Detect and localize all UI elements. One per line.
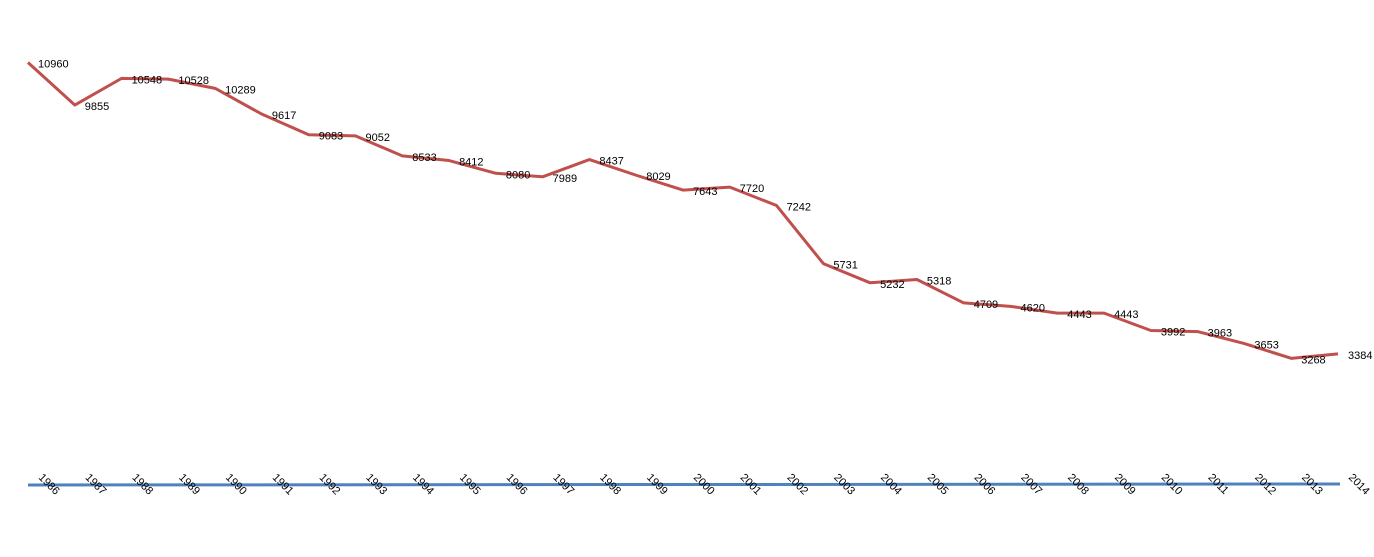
data-label: 3268 bbox=[1301, 354, 1325, 366]
data-label: 10548 bbox=[132, 74, 163, 86]
data-label: 7989 bbox=[553, 173, 577, 185]
data-label: 3992 bbox=[1161, 326, 1185, 338]
x-tick-label: 2014 bbox=[1346, 472, 1372, 498]
data-label: 7720 bbox=[740, 183, 764, 195]
data-label: 9083 bbox=[319, 131, 343, 143]
data-label: 3963 bbox=[1208, 328, 1232, 340]
data-label: 8029 bbox=[646, 171, 670, 183]
data-label: 5232 bbox=[880, 279, 904, 291]
data-label: 3653 bbox=[1254, 340, 1278, 352]
data-label: 5731 bbox=[833, 260, 857, 272]
data-label: 9855 bbox=[85, 101, 109, 113]
data-label: 4709 bbox=[974, 299, 998, 311]
data-label: 7242 bbox=[787, 202, 811, 214]
data-label: 10528 bbox=[178, 75, 209, 87]
data-line bbox=[26, 61, 1339, 360]
data-label: 8080 bbox=[506, 169, 530, 181]
data-label: 4620 bbox=[1021, 302, 1045, 314]
data-label: 9617 bbox=[272, 110, 296, 122]
data-label: 8533 bbox=[412, 152, 436, 164]
data-label: 4443 bbox=[1067, 309, 1091, 321]
data-label: 10289 bbox=[225, 84, 256, 96]
data-label: 8412 bbox=[459, 157, 483, 169]
data-label: 7643 bbox=[693, 186, 717, 198]
data-label: 10960 bbox=[38, 59, 69, 71]
x-axis bbox=[27, 482, 1341, 487]
data-label: 5318 bbox=[927, 275, 951, 287]
data-label: 3384 bbox=[1348, 350, 1372, 362]
data-label: 8437 bbox=[599, 156, 623, 168]
data-label: 9052 bbox=[366, 132, 390, 144]
data-label: 4443 bbox=[1114, 309, 1138, 321]
